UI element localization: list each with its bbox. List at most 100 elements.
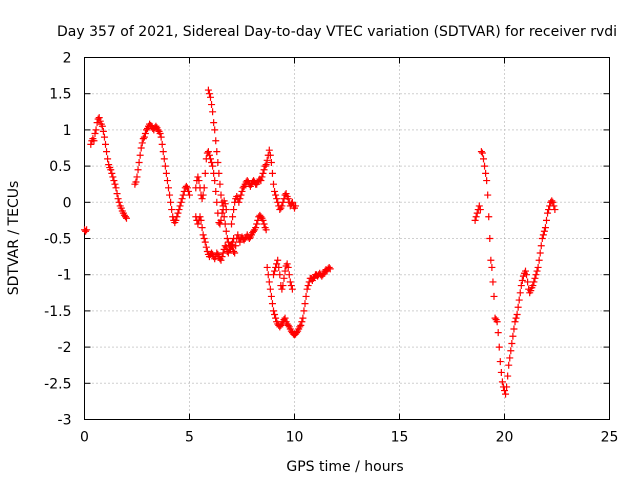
data-point bbox=[263, 156, 271, 164]
data-point bbox=[257, 213, 265, 221]
data-point bbox=[137, 144, 145, 152]
data-point bbox=[296, 323, 304, 331]
data-point bbox=[478, 149, 486, 157]
data-point bbox=[262, 226, 270, 234]
data-point bbox=[158, 140, 166, 148]
data-point bbox=[258, 173, 266, 181]
data-point bbox=[497, 368, 505, 376]
data-point bbox=[218, 209, 226, 217]
data-point bbox=[471, 216, 479, 224]
data-point bbox=[152, 122, 160, 130]
data-point bbox=[134, 166, 142, 174]
data-point bbox=[481, 162, 489, 170]
data-point bbox=[207, 93, 214, 101]
data-point bbox=[533, 267, 541, 275]
data-point bbox=[100, 133, 108, 141]
data-point bbox=[288, 198, 296, 206]
data-point bbox=[160, 155, 168, 163]
x-tick-label: 5 bbox=[185, 430, 194, 446]
data-point bbox=[231, 249, 239, 257]
data-point bbox=[257, 177, 265, 185]
data-point bbox=[506, 354, 514, 362]
data-point bbox=[139, 135, 147, 143]
data-point bbox=[238, 187, 246, 195]
data-point bbox=[517, 282, 525, 290]
data-point bbox=[498, 378, 506, 386]
data-point bbox=[511, 318, 519, 326]
data-point bbox=[271, 311, 279, 319]
data-point bbox=[168, 206, 176, 214]
x-tick-label: 0 bbox=[80, 430, 89, 446]
data-point bbox=[319, 271, 327, 279]
data-point bbox=[202, 243, 210, 251]
data-point bbox=[268, 169, 276, 177]
data-point bbox=[326, 265, 334, 273]
y-tick-label: -2.5 bbox=[44, 376, 71, 392]
data-point bbox=[292, 202, 300, 210]
data-point bbox=[123, 214, 130, 222]
data-point bbox=[217, 191, 225, 199]
data-point bbox=[215, 169, 223, 177]
data-point bbox=[535, 256, 543, 264]
data-point bbox=[98, 122, 106, 130]
data-point bbox=[551, 206, 559, 214]
data-point bbox=[522, 267, 529, 275]
data-point bbox=[488, 263, 496, 271]
data-point bbox=[104, 155, 112, 163]
data-point bbox=[545, 206, 553, 214]
data-point bbox=[529, 282, 537, 290]
data-point bbox=[208, 158, 216, 166]
data-point bbox=[93, 119, 101, 127]
y-tick-label: 1 bbox=[63, 123, 72, 139]
data-point bbox=[201, 238, 209, 246]
data-point bbox=[475, 202, 483, 210]
y-tick-label: -2 bbox=[58, 340, 72, 356]
data-point bbox=[309, 274, 317, 282]
data-point bbox=[534, 263, 542, 271]
data-point bbox=[243, 177, 251, 185]
data-point bbox=[285, 271, 293, 279]
data-point bbox=[293, 329, 301, 337]
data-point bbox=[485, 213, 493, 221]
data-point bbox=[218, 198, 226, 206]
data-point bbox=[132, 178, 140, 186]
data-point bbox=[277, 321, 285, 329]
data-point bbox=[219, 206, 227, 214]
data-point bbox=[253, 220, 261, 228]
data-point bbox=[531, 274, 539, 282]
data-point bbox=[167, 198, 175, 206]
data-point bbox=[87, 140, 95, 148]
data-point bbox=[229, 243, 237, 251]
data-point bbox=[262, 161, 270, 169]
y-tick-label: -3 bbox=[58, 413, 72, 429]
data-point bbox=[484, 191, 492, 199]
data-point bbox=[211, 177, 219, 185]
data-point bbox=[99, 127, 107, 135]
data-point bbox=[199, 231, 207, 239]
data-point bbox=[504, 372, 512, 380]
chart-title: Day 357 of 2021, Sidereal Day-to-day VTE… bbox=[57, 24, 617, 40]
data-point bbox=[523, 271, 531, 279]
data-point bbox=[182, 182, 190, 190]
data-point bbox=[260, 166, 268, 174]
data-point bbox=[493, 318, 501, 326]
data-point bbox=[213, 148, 221, 156]
data-point bbox=[278, 202, 286, 210]
data-point bbox=[265, 146, 273, 154]
data-point bbox=[280, 274, 288, 282]
data-point bbox=[278, 285, 286, 293]
data-point bbox=[270, 307, 277, 315]
data-point bbox=[473, 209, 481, 217]
data-point bbox=[136, 151, 144, 159]
data-point bbox=[512, 314, 520, 322]
data-point bbox=[142, 126, 150, 134]
y-tick-label: 1.5 bbox=[49, 87, 71, 103]
data-point bbox=[156, 130, 164, 138]
data-point bbox=[208, 101, 216, 109]
data-point bbox=[82, 227, 90, 235]
data-point bbox=[509, 332, 517, 340]
data-point bbox=[205, 90, 213, 98]
data-point bbox=[114, 195, 122, 203]
data-point bbox=[211, 126, 219, 134]
